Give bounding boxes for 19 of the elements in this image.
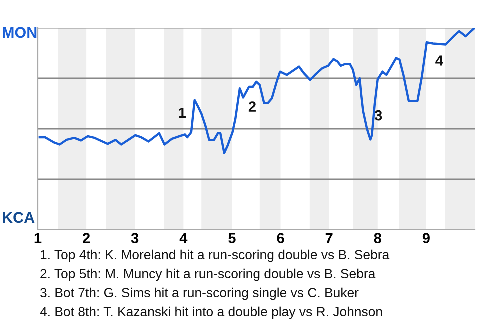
annotation: 2 (248, 102, 256, 112)
text: 4. Bot 8th: T. Kazanski hit into a double play vs R. Johnson (40, 306, 382, 320)
annotation: 1 (179, 108, 186, 118)
x-tick-label: 8 (374, 233, 382, 244)
x-tick-label: 2 (83, 233, 90, 244)
x-tick-label: 7 (326, 233, 333, 244)
x-tick-label: 9 (422, 233, 430, 244)
x-tick-label: 1 (34, 233, 42, 244)
x-tick-label: 5 (228, 233, 236, 244)
text: MON (3, 27, 37, 38)
x-tick-label: 3 (131, 233, 139, 244)
text: 2. Top 5th: M. Muncy hit a run-scoring double vs B. Sebra (40, 268, 376, 282)
annotation: 3 (374, 110, 382, 121)
x-tick-label: 4 (180, 233, 188, 244)
x-tick-label: 6 (277, 233, 284, 244)
text: 1. Top 4th: K. Moreland hit a run-scoring double vs B. Sebra (41, 250, 390, 262)
text: KCA (3, 212, 35, 224)
annotation: 4 (436, 56, 444, 66)
text: 3. Bot 7th: G. Sims hit a run-scoring single vs C. Buker (40, 288, 359, 300)
